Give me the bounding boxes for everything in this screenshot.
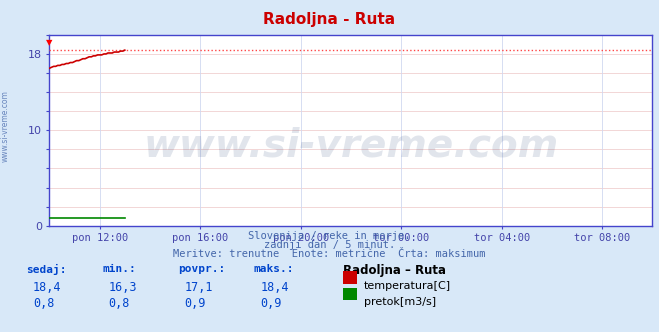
Text: www.si-vreme.com: www.si-vreme.com <box>143 126 559 165</box>
Text: pretok[m3/s]: pretok[m3/s] <box>364 297 436 307</box>
Text: Slovenija / reke in morje.: Slovenija / reke in morje. <box>248 231 411 241</box>
Text: 0,9: 0,9 <box>185 297 206 310</box>
Text: povpr.:: povpr.: <box>178 264 225 274</box>
Text: min.:: min.: <box>102 264 136 274</box>
Text: www.si-vreme.com: www.si-vreme.com <box>1 90 10 162</box>
Text: temperatura[C]: temperatura[C] <box>364 281 451 290</box>
Text: 16,3: 16,3 <box>109 281 137 293</box>
Text: maks.:: maks.: <box>254 264 294 274</box>
Text: 0,8: 0,8 <box>33 297 54 310</box>
Text: 17,1: 17,1 <box>185 281 213 293</box>
Text: 18,4: 18,4 <box>260 281 289 293</box>
Text: Radoljna - Ruta: Radoljna - Ruta <box>264 12 395 27</box>
Text: Meritve: trenutne  Enote: metrične  Črta: maksimum: Meritve: trenutne Enote: metrične Črta: … <box>173 249 486 259</box>
Text: 18,4: 18,4 <box>33 281 61 293</box>
Text: zadnji dan / 5 minut.: zadnji dan / 5 minut. <box>264 240 395 250</box>
Text: 0,9: 0,9 <box>260 297 281 310</box>
Text: ▼: ▼ <box>46 38 53 47</box>
Text: sedaj:: sedaj: <box>26 264 67 275</box>
Text: Radoljna – Ruta: Radoljna – Ruta <box>343 264 445 277</box>
Text: 0,8: 0,8 <box>109 297 130 310</box>
